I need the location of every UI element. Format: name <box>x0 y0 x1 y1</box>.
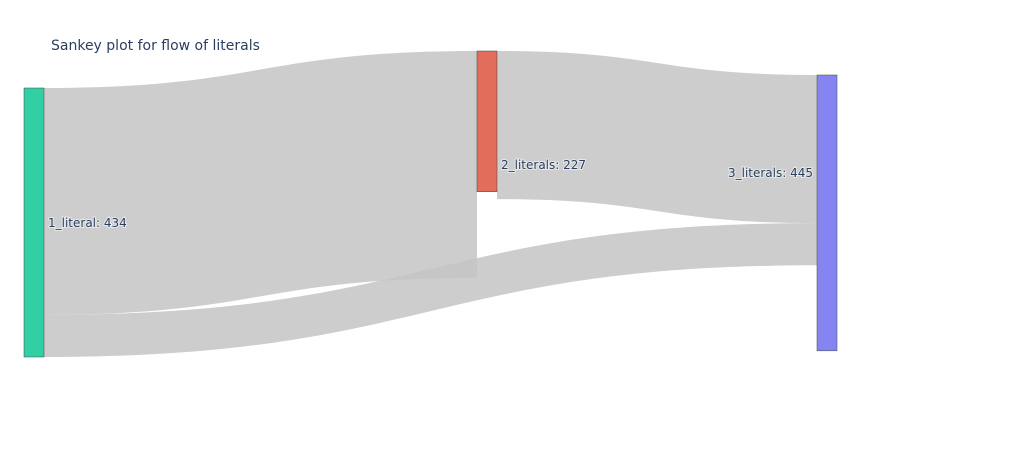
link-2_literals-to-3_literals[interactable] <box>497 51 817 224</box>
node-2_literals[interactable] <box>476 50 498 192</box>
node-3_literals[interactable] <box>816 74 838 352</box>
link-1_literal-to-3_literals[interactable] <box>44 223 817 357</box>
node-label-3_literals: 3_literals: 445 <box>728 166 813 180</box>
chart-title: Sankey plot for flow of literals <box>51 38 260 54</box>
labels-layer: 1_literal: 434 2_literals: 227 3_literals:… <box>47 157 814 231</box>
link-1_literal-to-2_literals[interactable] <box>44 51 477 315</box>
links-layer <box>44 51 817 357</box>
nodes-layer <box>23 50 838 358</box>
node-label-2_literals: 2_literals: 227 <box>501 158 586 172</box>
node-label-1_literal: 1_literal: 434 <box>48 216 127 230</box>
node-1_literal[interactable] <box>23 87 45 358</box>
